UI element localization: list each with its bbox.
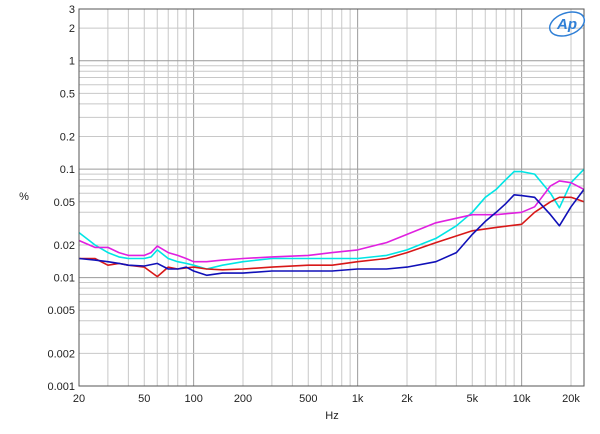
- x-tick-label: 5k: [466, 393, 478, 405]
- x-tick-label: 20: [73, 393, 85, 405]
- x-axis-label: Hz: [325, 410, 338, 422]
- series-line-0: [78, 168, 585, 270]
- y-tick-label: 0.002: [47, 348, 75, 360]
- series-line-3: [78, 188, 585, 277]
- x-tick-label: 100: [184, 393, 202, 405]
- y-tick-label: 2: [69, 23, 75, 35]
- y-tick-label: 0.02: [54, 240, 75, 252]
- ap-logo: Ap: [548, 11, 586, 37]
- y-tick-label: 0.001: [47, 381, 75, 393]
- y-tick-label: 0.5: [60, 88, 75, 100]
- y-tick-labels: 3 2 1 0.5 0.2 0.1 0.05 0.02 0.01 0.005 0.002 0.001: [47, 4, 75, 393]
- x-tick-label: 200: [234, 393, 252, 405]
- y-tick-label: 1: [69, 56, 75, 68]
- y-tick-label: 0.01: [54, 273, 75, 285]
- y-tick-label: 0.005: [47, 305, 75, 317]
- x-tick-label: 500: [299, 393, 317, 405]
- grid: [78, 8, 584, 387]
- ap-logo-text: Ap: [556, 16, 577, 33]
- x-tick-label: 2k: [401, 393, 413, 405]
- y-tick-label: 3: [69, 4, 75, 16]
- y-axis-label: %: [19, 191, 29, 203]
- x-tick-labels: 20 50 100 200 500 1k 2k 5k 10k 20k: [73, 393, 580, 405]
- series-group: [78, 168, 585, 278]
- y-tick-label: 0.1: [60, 164, 75, 176]
- plot-frame: [78, 8, 585, 387]
- y-tick-label: 0.2: [60, 132, 75, 144]
- x-tick-label: 50: [138, 393, 150, 405]
- x-tick-label: 20k: [562, 393, 580, 405]
- x-tick-label: 10k: [513, 393, 531, 405]
- ap-logo-ring-icon: [548, 11, 586, 37]
- x-tick-label: 1k: [352, 393, 364, 405]
- plot-border: [78, 8, 585, 387]
- series-line-1: [78, 180, 585, 263]
- y-tick-label: 0.05: [54, 197, 75, 209]
